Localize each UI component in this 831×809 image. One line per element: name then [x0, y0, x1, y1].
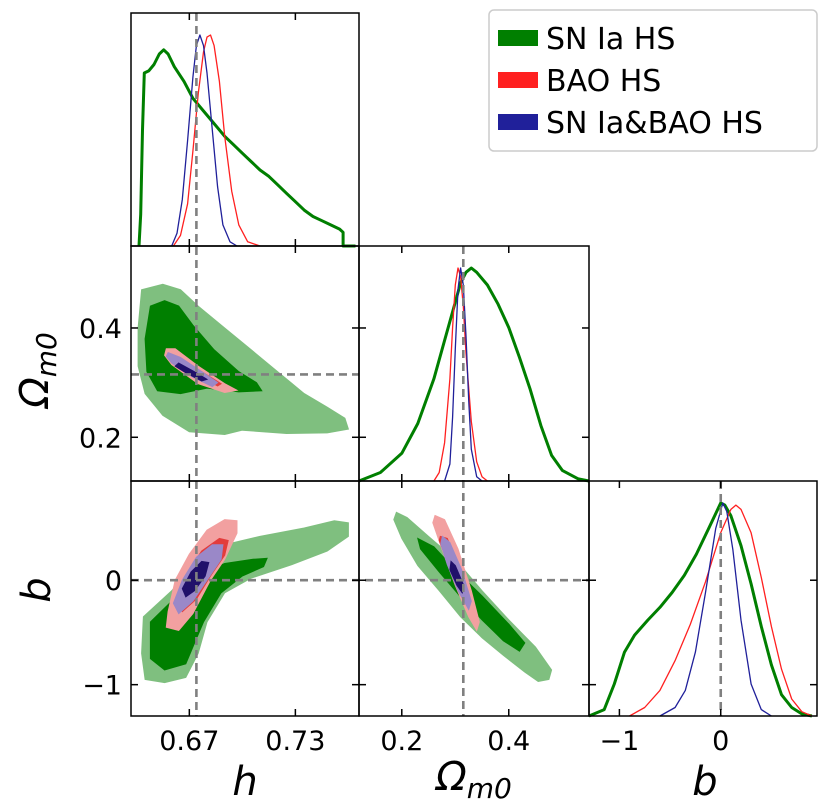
legend-frame [488, 9, 818, 152]
marginal-h-bao-hs [172, 34, 261, 247]
ytick-label-b-1: 0 [105, 566, 122, 597]
xtick-label-h-0: 0.67 [159, 726, 219, 757]
legend-label-1: BAO HS [546, 64, 661, 99]
xtick-label-h-1: 0.73 [265, 726, 325, 757]
legend-label-0: SN Ia HS [546, 22, 675, 57]
xtick-label-Om-1: 0.4 [487, 726, 530, 757]
y-axis-label-b: b [14, 577, 60, 602]
x-axis-label-b: b [692, 759, 717, 805]
marginal-b-bao-hs [629, 504, 813, 717]
contour-b_vs_Om-sn-ia-bao-hs-1sigma [449, 560, 465, 595]
legend: SN Ia HS BAO HS SN Ia&BAO HS [488, 9, 818, 152]
marginal-Om-sn-ia-hs [358, 266, 590, 483]
panel-frame-2-2 [588, 480, 818, 717]
ytick-label-Om-1: 0.4 [79, 314, 122, 345]
contour-Om_vs_h-sn-ia-hs-1sigma [144, 300, 263, 395]
contour-layer [137, 283, 553, 684]
panel-frames [130, 12, 818, 717]
panel-frame-0-0 [130, 12, 360, 247]
ytick-label-b-0: −1 [82, 671, 122, 702]
marginal-b-sn-ia-bao-hs [659, 502, 772, 717]
tick-layer [131, 13, 817, 716]
xtick-label-Om-0: 0.2 [380, 726, 423, 757]
marginal-b-sn-ia-hs [588, 501, 813, 718]
legend-swatch-0 [498, 30, 538, 46]
marginal-Om-bao-hs [433, 267, 488, 482]
contour-Om_vs_h-sn-ia-bao-hs-1sigma [174, 362, 209, 382]
x-axis-label-h: h [232, 759, 257, 805]
legend-swatch-1 [498, 72, 538, 88]
ytick-label-Om-0: 0.2 [79, 423, 122, 454]
x-axis-label-om: Ωm0 [434, 754, 512, 805]
label-layer: 0.67 0.73 0.2 0.4 −1 0 0.2 0.4 −1 0 h Ωm0 b Ωm0 b [12, 314, 729, 805]
marginal-Om-sn-ia-bao-hs [443, 267, 483, 482]
marginal-h-sn-ia-bao-hs [171, 34, 238, 247]
legend-swatch-2 [498, 114, 538, 130]
xtick-label-b-0: −1 [599, 726, 639, 757]
legend-label-2: SN Ia&BAO HS [546, 106, 763, 141]
marginal-h-sn-ia-hs [137, 48, 356, 248]
xtick-label-b-1: 0 [712, 726, 729, 757]
marginal-layer [137, 34, 813, 718]
y-axis-label-om: Ωm0 [12, 332, 63, 410]
